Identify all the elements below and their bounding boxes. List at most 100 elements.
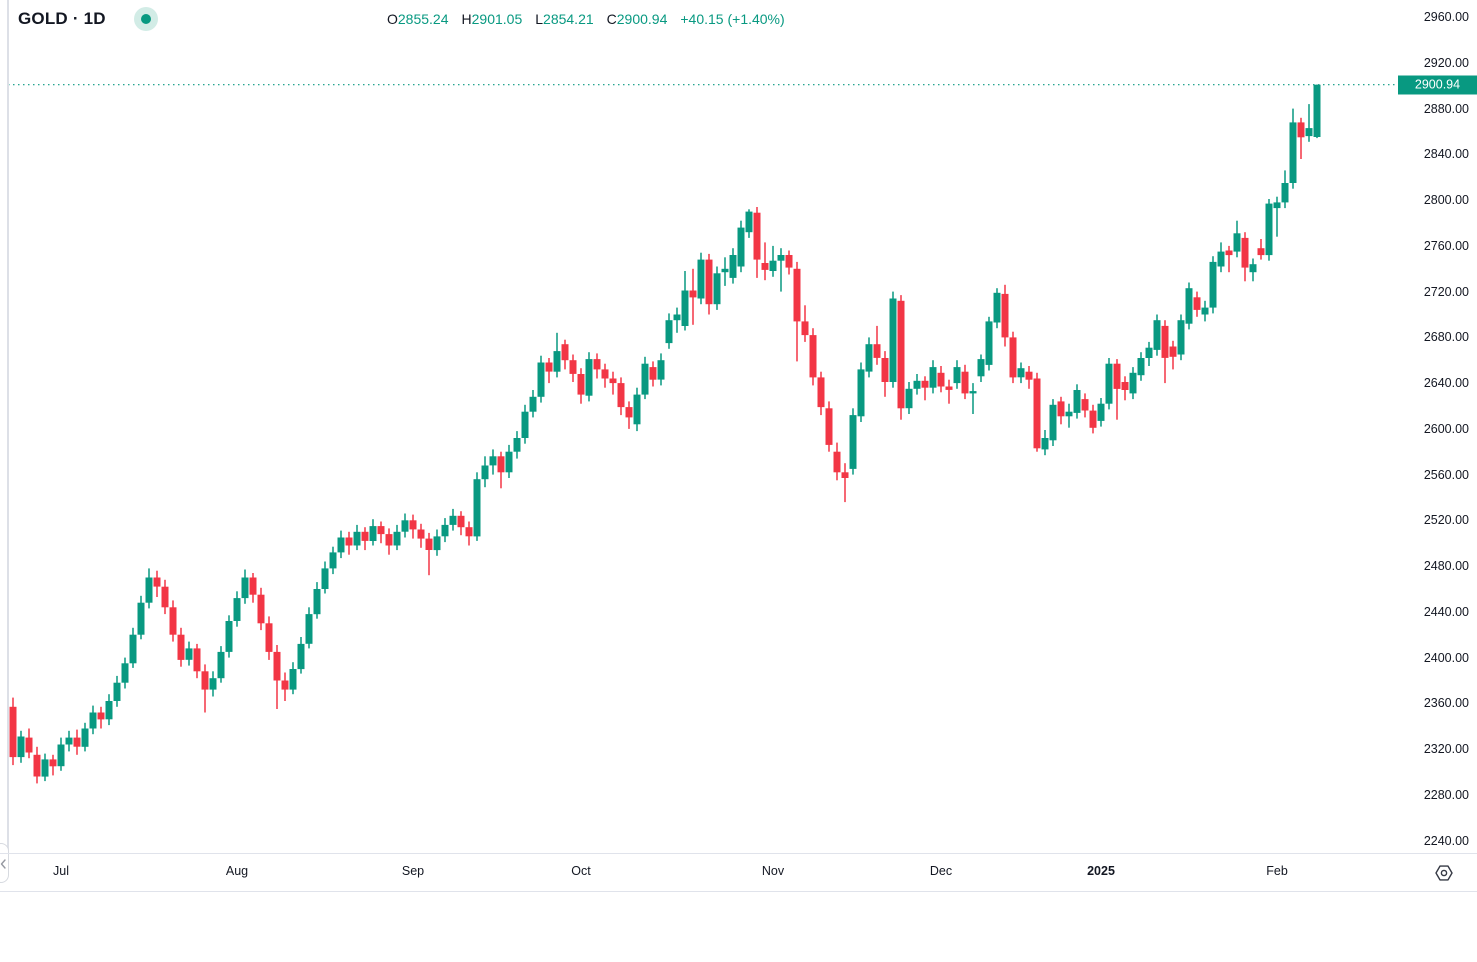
candle — [905, 382, 913, 414]
price-tick-label: 2920.00 — [1423, 55, 1469, 70]
candle — [177, 627, 185, 667]
candle — [713, 266, 721, 310]
candle — [1313, 84, 1321, 139]
price-axis[interactable]: 2900.94 2960.00 2920.00 2880.00 2840.00 2800… — [1395, 0, 1477, 853]
price-tick-label: 2280.00 — [1423, 787, 1469, 802]
time-tick-label: Nov — [761, 864, 785, 878]
candle — [1305, 104, 1313, 142]
candle — [113, 675, 121, 707]
candle — [1081, 393, 1089, 418]
candle — [1009, 331, 1017, 384]
candle — [1137, 352, 1145, 381]
candle — [1169, 340, 1177, 370]
candle — [121, 657, 129, 689]
candle — [609, 371, 617, 395]
left-pane-divider — [7, 0, 9, 853]
candle — [305, 607, 313, 649]
candle — [193, 643, 201, 679]
time-tick-label: Feb — [1266, 864, 1288, 878]
candle — [761, 242, 769, 281]
candle — [273, 645, 281, 709]
candle — [1025, 366, 1033, 389]
candle — [537, 355, 545, 403]
candle — [73, 729, 81, 755]
market-status-icon[interactable] — [134, 7, 158, 31]
candle — [601, 363, 609, 388]
candle — [921, 376, 929, 401]
candle — [729, 248, 737, 284]
price-tick-label: 2840.00 — [1423, 147, 1469, 162]
candle — [385, 528, 393, 555]
candle — [1121, 376, 1129, 401]
candle — [617, 377, 625, 416]
price-tick-label: 2560.00 — [1423, 467, 1469, 482]
candle — [1089, 404, 1097, 434]
candle — [297, 637, 305, 674]
candle — [705, 253, 713, 315]
chevron-left-icon — [0, 859, 6, 869]
candle — [833, 442, 841, 481]
chart-pane[interactable]: GOLD · 1D O2855.24 H2901.05 L2854.21 C2900.… — [0, 0, 1395, 883]
candle — [681, 271, 689, 331]
candle — [1041, 430, 1049, 456]
candle — [1257, 239, 1265, 260]
candle — [1145, 341, 1153, 366]
candle — [977, 354, 985, 382]
candle — [897, 295, 905, 420]
candle — [553, 332, 561, 378]
candle — [345, 531, 353, 555]
candle — [25, 728, 33, 759]
candle — [1281, 170, 1289, 209]
time-tick-label: 2025 — [1087, 864, 1115, 878]
candle — [561, 339, 569, 370]
candle — [577, 368, 585, 404]
candle — [433, 529, 441, 556]
candle — [361, 527, 369, 551]
candle — [313, 582, 321, 619]
candle — [1265, 199, 1273, 261]
candle — [417, 523, 425, 548]
candle — [1241, 232, 1249, 282]
candle — [449, 508, 457, 531]
candle — [281, 672, 289, 701]
timezone-settings-button[interactable] — [1434, 863, 1454, 883]
candle — [1065, 403, 1073, 428]
candle — [505, 444, 513, 478]
candle — [521, 404, 529, 444]
candle — [457, 511, 465, 536]
candle — [937, 366, 945, 393]
candle — [57, 737, 65, 771]
candle — [1233, 220, 1241, 258]
price-tick-label: 2240.00 — [1423, 833, 1469, 848]
candle — [41, 753, 49, 782]
candle — [33, 746, 41, 784]
time-axis[interactable]: Jul Aug Sep Oct Nov Dec 2025 Feb — [0, 853, 1477, 892]
symbol-title[interactable]: GOLD · 1D — [18, 9, 106, 28]
candle — [1153, 314, 1161, 356]
candle — [201, 664, 209, 713]
candle — [233, 591, 241, 627]
time-tick-label: Jul — [53, 864, 69, 878]
price-tick-label: 2440.00 — [1423, 604, 1469, 619]
candle — [49, 754, 57, 776]
ohlc-values: O2855.24 H2901.05 L2854.21 C2900.94 +40.15 (… — [387, 11, 798, 27]
price-tick-label: 2360.00 — [1423, 696, 1469, 711]
candle — [161, 579, 169, 615]
candle — [865, 337, 873, 378]
candlestick-canvas[interactable] — [0, 0, 1395, 853]
candle — [329, 546, 337, 575]
candle — [753, 207, 761, 278]
candle — [1193, 291, 1201, 317]
candle — [473, 472, 481, 541]
candle — [1185, 282, 1193, 330]
time-tick-label: Aug — [225, 864, 249, 878]
candle — [545, 358, 553, 384]
change-value: +40.15 (+1.40%) — [680, 11, 785, 27]
candle — [1217, 242, 1225, 273]
candle — [1129, 367, 1137, 400]
low-value: L2854.21 — [535, 11, 594, 27]
candle — [945, 379, 953, 404]
candle — [841, 463, 849, 503]
candle — [337, 530, 345, 559]
